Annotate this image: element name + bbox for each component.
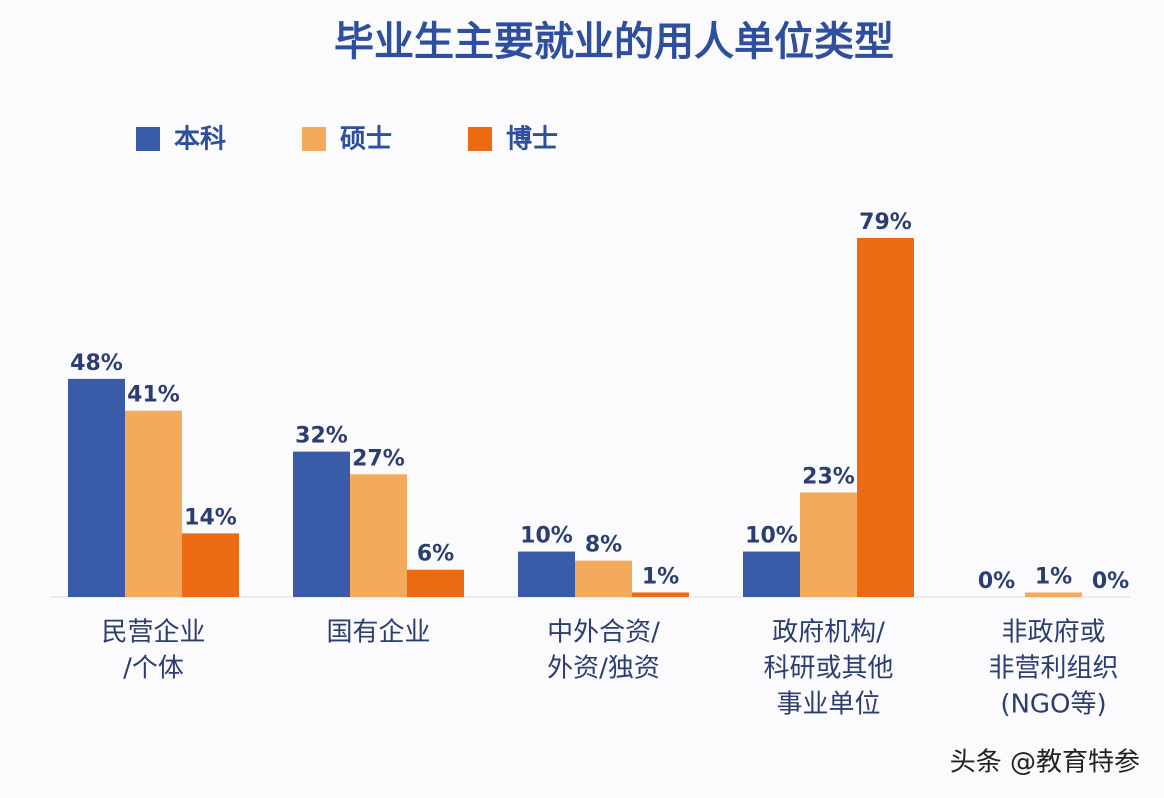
value-label: 23% [802, 464, 855, 489]
value-label: 10% [520, 524, 573, 549]
x-tick-label: 外资/独资 [547, 654, 660, 684]
bar [800, 492, 857, 597]
legend-label: 博士 [506, 125, 558, 155]
chart-title: 毕业生主要就业的用人单位类型 [334, 19, 894, 65]
x-tick-label: 科研或其他 [763, 654, 893, 684]
x-tick-label: 政府机构/ [772, 618, 885, 648]
legend-swatch [302, 127, 326, 151]
value-label: 0% [1092, 569, 1129, 594]
legend-swatch [136, 127, 160, 151]
legend-label: 本科 [174, 125, 226, 155]
value-label: 6% [417, 542, 454, 567]
bar [1025, 592, 1082, 597]
legend-swatch [468, 127, 492, 151]
x-tick-label: 民营企业 [101, 618, 205, 648]
watermark: 头条 @教育特参 [950, 748, 1140, 778]
legend-label: 硕士 [340, 125, 392, 155]
x-tick-label: 非政府或 [1001, 618, 1105, 648]
bar [350, 474, 407, 597]
value-label: 41% [127, 383, 180, 408]
bar [632, 592, 689, 597]
bar [68, 378, 125, 597]
bar [575, 560, 632, 597]
bar [125, 410, 182, 597]
bar [857, 238, 914, 597]
x-tick-label: 事业单位 [776, 690, 880, 720]
x-tick-label: /个体 [123, 654, 184, 684]
x-tick-label: 非营利组织 [988, 654, 1118, 684]
value-label: 10% [745, 524, 798, 549]
value-label: 0% [978, 569, 1015, 594]
value-label: 27% [352, 446, 405, 471]
bar [518, 551, 575, 597]
value-label: 32% [295, 424, 348, 449]
x-tick-label: (NGO等) [1000, 690, 1106, 720]
x-tick-label: 中外合资/ [547, 618, 660, 648]
bar [182, 533, 239, 597]
x-tick-label: 国有企业 [326, 618, 430, 648]
value-label: 14% [184, 505, 237, 530]
value-label: 48% [70, 351, 123, 376]
bar [407, 569, 464, 597]
value-label: 8% [585, 533, 622, 558]
value-label: 1% [642, 564, 679, 589]
value-label: 79% [859, 210, 912, 235]
bar [743, 551, 800, 597]
bar [293, 451, 350, 597]
value-label: 1% [1035, 564, 1072, 589]
